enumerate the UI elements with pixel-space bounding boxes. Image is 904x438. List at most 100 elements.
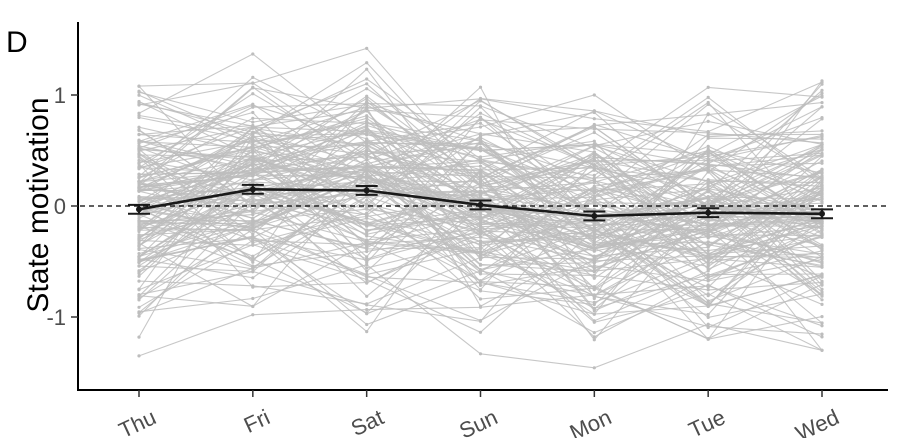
individual-point [706, 229, 710, 233]
individual-point [820, 231, 824, 235]
individual-point [251, 167, 255, 171]
individual-point [478, 141, 483, 145]
individual-point [820, 234, 824, 238]
individual-point [251, 254, 255, 258]
individual-point [137, 305, 141, 309]
individual-point [820, 279, 824, 283]
individual-point [365, 206, 369, 211]
individual-point [706, 167, 710, 171]
individual-point [137, 158, 141, 162]
y-tick-label: 1 [54, 83, 66, 108]
individual-point [820, 255, 824, 259]
individual-point [478, 352, 483, 356]
individual-point [478, 297, 483, 301]
individual-point [820, 192, 824, 196]
individual-point [706, 304, 710, 308]
individual-point [592, 185, 596, 189]
individual-point [592, 302, 596, 307]
individual-point [592, 130, 596, 135]
individual-point [365, 322, 369, 327]
individual-point [592, 331, 596, 335]
individual-point [478, 181, 483, 186]
individual-point [251, 146, 255, 150]
individual-point [365, 230, 369, 234]
individual-point [365, 170, 369, 174]
individual-point [706, 257, 710, 261]
individual-point [592, 309, 596, 313]
individual-point [365, 249, 369, 254]
individual-point [251, 103, 255, 107]
individual-point [137, 115, 141, 120]
individual-point [820, 348, 824, 352]
individual-point [706, 102, 710, 106]
mean-point [819, 210, 825, 217]
individual-point [592, 93, 596, 97]
individual-point [251, 195, 255, 200]
individual-point [820, 273, 824, 277]
individual-point [478, 255, 483, 259]
individual-point [706, 264, 710, 269]
individual-point [137, 167, 141, 171]
individual-point [137, 234, 141, 238]
individual-point [365, 255, 369, 259]
individual-point [365, 148, 369, 152]
individual-point [592, 188, 596, 192]
individual-point [592, 296, 596, 301]
individual-point [137, 243, 141, 247]
individual-point [365, 114, 369, 118]
individual-point [365, 116, 369, 120]
individual-point [137, 354, 141, 358]
individual-point [365, 162, 369, 166]
individual-point [820, 137, 824, 141]
individual-point [251, 241, 255, 245]
individual-point [820, 175, 824, 179]
individual-point [137, 214, 141, 218]
x-axis-ticks: Thu Fri Sat Sun Mon Tue Wed [115, 390, 843, 438]
individual-point [251, 235, 255, 239]
individual-point [478, 98, 483, 102]
individual-point [251, 163, 255, 167]
individual-point [592, 273, 596, 277]
individual-point [137, 255, 141, 259]
individual-point [365, 246, 369, 250]
individual-point [820, 133, 824, 137]
individual-point [251, 85, 255, 89]
y-axis-ticks: -1 0 1 [46, 83, 78, 330]
individual-point [478, 330, 483, 334]
individual-point [820, 101, 824, 105]
individual-point [820, 252, 824, 256]
individual-point [706, 187, 710, 191]
individual-point [706, 85, 710, 89]
individual-point [365, 157, 369, 161]
individual-point [251, 232, 255, 236]
individual-point [137, 260, 141, 264]
individual-point [137, 194, 141, 199]
individual-point [251, 120, 255, 124]
individual-point [592, 270, 596, 274]
individual-point [820, 171, 824, 175]
individual-point [478, 222, 483, 226]
individual-point [820, 283, 824, 287]
individual-point [478, 172, 483, 176]
individual-point [706, 136, 710, 140]
individual-point [365, 152, 369, 156]
individual-point [478, 262, 483, 266]
individual-point [820, 321, 824, 325]
individual-point [137, 335, 141, 339]
individual-point [251, 125, 255, 129]
individual-point [820, 324, 824, 328]
individual-point [820, 260, 824, 264]
individual-point [137, 161, 141, 165]
individual-point [706, 240, 710, 244]
y-tick-label: 0 [54, 194, 66, 219]
individual-point [820, 200, 824, 204]
individual-point [592, 166, 596, 171]
individual-point [592, 335, 596, 339]
individual-point [251, 284, 255, 288]
individual-point [251, 52, 255, 56]
individual-point [365, 143, 369, 147]
individual-point [365, 77, 369, 81]
individual-point [706, 95, 710, 99]
individual-point [365, 119, 369, 123]
x-tick-label: Sat [347, 404, 388, 438]
